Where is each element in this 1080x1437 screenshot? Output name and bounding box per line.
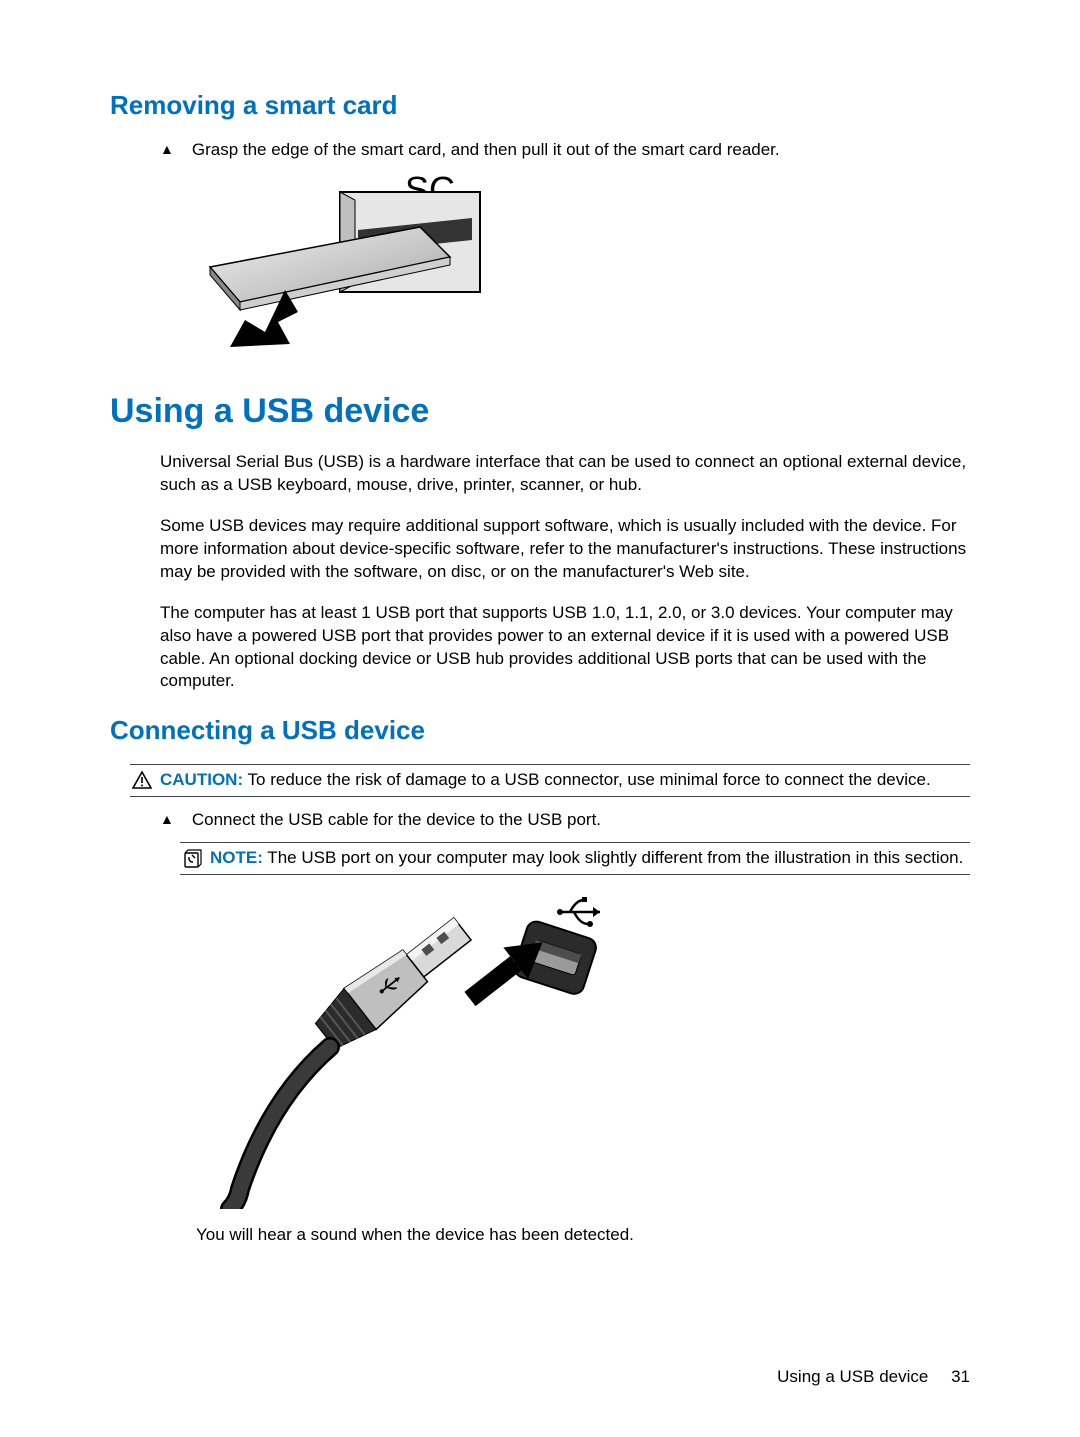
note-label: NOTE: [210,848,263,867]
smart-card-illustration: SC [190,172,970,352]
page-footer: Using a USB device 31 [777,1366,970,1389]
usb-intro-para1: Universal Serial Bus (USB) is a hardware… [160,451,970,497]
note-icon [180,849,204,869]
step-marker-icon: ▲ [160,141,174,157]
footer-section-title: Using a USB device [777,1367,928,1386]
usb-intro-para2: Some USB devices may require additional … [160,515,970,584]
caution-icon [130,771,154,789]
caution-label: CAUTION: [160,770,243,789]
step-text: Connect the USB cable for the device to … [192,809,601,832]
heading-removing-smart-card: Removing a smart card [110,90,970,121]
step-row: ▲ Grasp the edge of the smart card, and … [160,139,970,162]
usb-illustration [210,889,970,1214]
note-callout: NOTE: The USB port on your computer may … [180,842,970,875]
heading-connecting-usb-device: Connecting a USB device [110,715,970,746]
note-text: NOTE: The USB port on your computer may … [210,847,963,870]
step-text: Grasp the edge of the smart card, and th… [192,139,780,162]
step-marker-icon: ▲ [160,811,174,827]
footer-page-number: 31 [951,1367,970,1386]
caution-callout: CAUTION: To reduce the risk of damage to… [130,764,970,797]
usb-intro-para3: The computer has at least 1 USB port tha… [160,602,970,694]
caution-text: CAUTION: To reduce the risk of damage to… [160,769,931,792]
heading-using-usb-device: Using a USB device [110,392,970,431]
step-row: ▲ Connect the USB cable for the device t… [160,809,970,832]
detection-sound-text: You will hear a sound when the device ha… [196,1224,970,1247]
